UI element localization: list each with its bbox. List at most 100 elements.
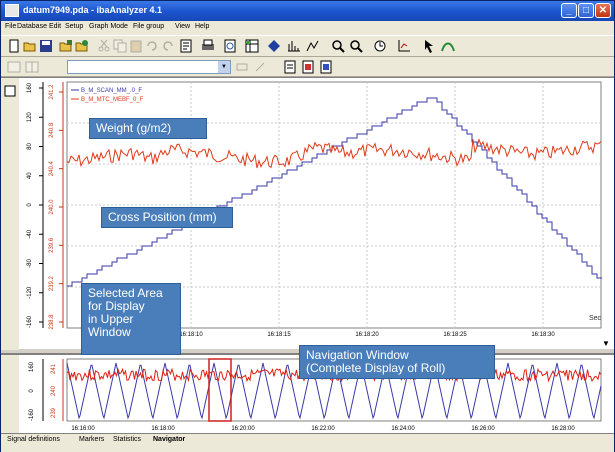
undo-icon[interactable] [145,39,159,53]
fft-icon[interactable] [287,39,301,53]
menu-file-group[interactable]: File group [133,23,165,30]
nav-x-tick-label: 16:26:00 [471,426,495,432]
redo-icon[interactable] [161,39,175,53]
axis-2-tick-label: 240.8 [49,122,55,138]
link-icon[interactable] [235,60,249,74]
page-2-icon[interactable] [301,60,315,74]
axis-2-tick-label: 239.6 [49,237,55,253]
print-preview-icon[interactable] [223,39,237,53]
x-tick-label: 16:18:15 [267,332,291,338]
pin-icon[interactable] [253,60,267,74]
axis-1-ticks: 160 120 80 40 0 -40 -80 -120 -160 [27,82,43,328]
nav-x-tick-label: 16:16:00 [71,426,95,432]
scroll-down-icon[interactable]: ▼ [602,339,610,348]
page-3-icon[interactable] [319,60,333,74]
title-bar[interactable]: datum7949.pda - ibaAnalyzer 4.1 _ □ ✕ [1,1,614,21]
menu-setup[interactable]: Setup [65,23,84,30]
plot-options-icon[interactable] [4,85,16,97]
axis-1-tick-label: -160 [27,315,33,328]
axis-2-tick-label: 240.0 [49,199,55,215]
menu-database[interactable]: Database [17,23,47,30]
menu-help[interactable]: Help [195,23,210,30]
navigation-callout: Navigation Window (Complete Display of Ro… [299,345,495,379]
selected-area-rect[interactable] [208,358,232,422]
nav-axis-1-tick-label: 160 [29,361,35,372]
axis-1-tick-label: 80 [27,143,33,150]
cut-icon[interactable] [97,39,111,53]
nav-axis-2-tick-label: 241 [51,363,57,374]
nav-axis-1-tick-label: 0 [29,389,35,393]
open-recent-icon[interactable] [75,39,89,53]
maximize-button[interactable]: □ [578,3,594,18]
arrow-icon[interactable] [423,39,437,53]
axis-2-tick-label: 241.2 [49,84,55,100]
page-1-icon[interactable] [283,60,297,74]
zoom-x-icon[interactable] [349,39,363,53]
secondary-toolbar: ▼ [1,57,614,77]
nav-x-tick-label: 16:28:00 [551,426,575,432]
cross-position-callout: Cross Position (mm) [101,207,233,228]
menu-file[interactable]: File [5,23,17,30]
close-button[interactable]: ✕ [595,3,611,18]
x-tick-label: 16:18:25 [443,332,467,338]
legend-entry-cross: B_M_SCAN_MM_.0_F [81,88,142,94]
nav-axis-1-ticks: 160 0 -160 [29,361,35,421]
nav-x-tick-label: 16:22:00 [311,426,335,432]
axis-icon[interactable] [397,39,411,53]
bottom-tabs: Signal definitions Markers Statistics Na… [1,433,614,452]
menu-graph-mode[interactable]: Graph Mode [89,23,128,30]
minimize-button[interactable]: _ [561,3,577,18]
layout-2-icon[interactable] [25,60,39,74]
nav-axis-1-tick-label: -160 [29,408,35,421]
x-tick-label: 16:18:20 [355,332,379,338]
zoom-icon[interactable] [331,39,345,53]
legend-entry-weight: B_M_MTC_MEBF_0_F [81,97,144,103]
main-toolbar [1,35,614,57]
menu-bar: File Database Edit Setup Graph Mode File… [1,21,614,35]
axis-1-tick-label: 120 [27,112,33,123]
axis-1-tick-label: 0 [27,203,33,207]
report-icon[interactable] [179,39,193,53]
chevron-down-icon[interactable]: ▼ [218,61,230,73]
window-title: datum7949.pda - ibaAnalyzer 4.1 [23,5,163,15]
x-tick-label: 16:18:10 [179,332,203,338]
axis-1-tick-label: 40 [27,172,33,179]
nav-x-ticks: 16:16:00 16:18:00 16:20:00 16:22:00 16:24:00… [71,426,575,432]
open-icon[interactable] [23,39,37,53]
tab-signal-definitions[interactable]: Signal definitions [7,436,60,443]
nav-x-tick-label: 16:20:00 [231,426,255,432]
nav-axis-2-ticks: 241 240 239 [51,363,57,418]
marker-icon[interactable] [267,39,281,53]
x-unit-label: Sec [589,315,602,322]
open-group-icon[interactable] [59,39,73,53]
xy-icon[interactable] [305,39,319,53]
axis-1-tick-label: -120 [27,286,33,299]
paste-icon[interactable] [129,39,143,53]
time-icon[interactable] [373,39,387,53]
menu-view[interactable]: View [175,23,191,30]
save-icon[interactable] [39,39,53,53]
nav-x-tick-label: 16:18:00 [151,426,175,432]
weight-callout: Weight (g/m2) [89,118,207,139]
menu-edit[interactable]: Edit [49,23,62,30]
trend-icon[interactable] [441,39,455,53]
signal-select[interactable]: ▼ [67,60,231,74]
axis-2-tick-label: 239.2 [49,275,55,291]
print-icon[interactable] [201,39,215,53]
weight-series [66,138,602,169]
axis-2-tick-label: 240.4 [49,160,55,176]
layout-1-icon[interactable] [7,60,21,74]
tab-markers[interactable]: Markers [79,436,105,443]
new-icon[interactable] [7,39,21,53]
copy-icon[interactable] [113,39,127,53]
plot-side-strip [1,78,19,350]
nav-axis-2-tick-label: 239 [51,407,57,418]
tab-navigator[interactable]: Navigator [153,436,186,443]
nav-x-tick-label: 16:24:00 [391,426,415,432]
legend-box [69,84,165,104]
tab-statistics[interactable]: Statistics [113,436,142,443]
signal-table-icon[interactable] [245,39,259,53]
axis-2-tick-label: 238.8 [49,314,55,330]
app-icon [5,4,19,17]
